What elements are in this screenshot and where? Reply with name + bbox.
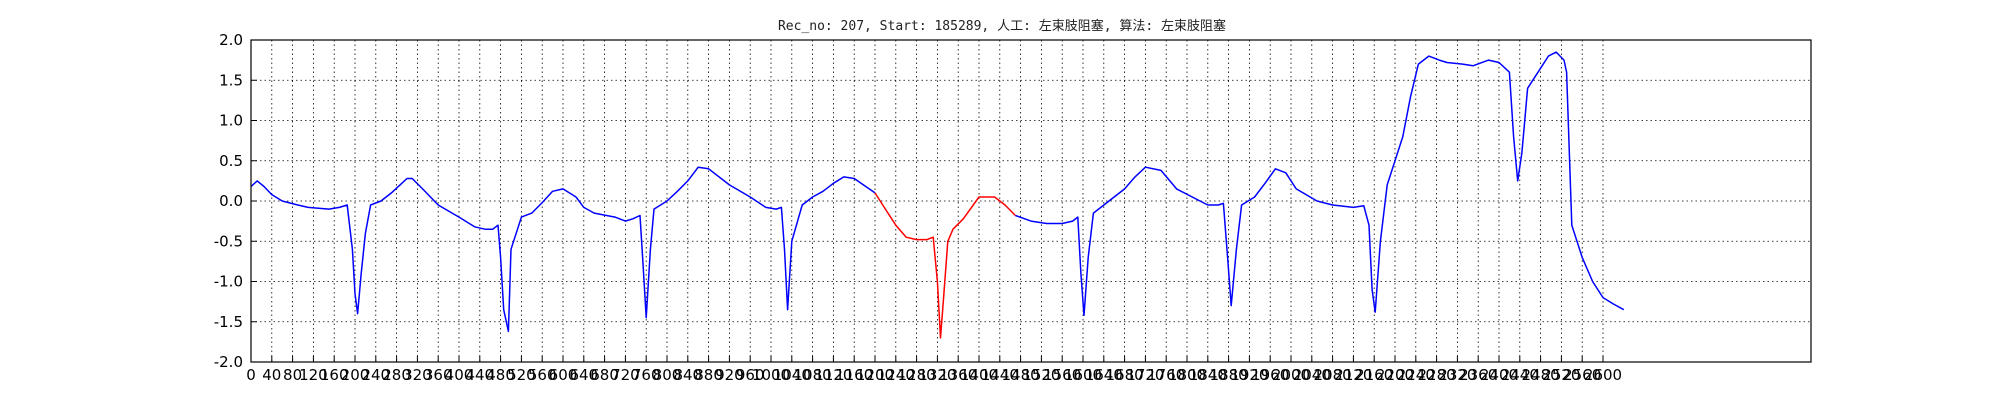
x-tick-label: 640 [569, 366, 598, 384]
y-tick-label: -0.5 [214, 232, 243, 250]
x-tick-label: 240 [361, 366, 390, 384]
x-tick-label: 2400 [1480, 366, 1518, 384]
x-tick-label: 320 [403, 366, 432, 384]
series-group [250, 51, 1625, 339]
x-tick-label: 2520 [1542, 366, 1580, 384]
y-tick-label: 1.0 [219, 112, 243, 130]
series-line-2 [1015, 51, 1625, 317]
x-tick-label: 120 [299, 366, 328, 384]
x-tick-label: 920 [715, 366, 744, 384]
y-tick-label: -2.0 [214, 353, 243, 371]
x-tick-label: 1600 [1064, 366, 1102, 384]
x-tick-label: 1000 [752, 366, 790, 384]
x-tick-label: 600 [549, 366, 578, 384]
x-tick-label: 1520 [1022, 366, 1060, 384]
x-tick-label: 1080 [794, 366, 832, 384]
x-tick-label: 2200 [1376, 366, 1414, 384]
x-tick-label: 840 [673, 366, 702, 384]
x-tick-label: 1560 [1043, 366, 1081, 384]
x-tick-label: 1360 [939, 366, 977, 384]
y-tick-label: 1.5 [219, 71, 243, 89]
x-tick-label: 1680 [1106, 366, 1144, 384]
x-tick-label: 1960 [1251, 366, 1289, 384]
y-tick-label: 0.5 [219, 152, 243, 170]
y-tick-label: -1.5 [214, 313, 243, 331]
x-tick-label: 2080 [1314, 366, 1352, 384]
x-tick-label: 2560 [1563, 366, 1601, 384]
x-tick-label: 2600 [1584, 366, 1622, 384]
x-tick-label: 1440 [981, 366, 1019, 384]
x-tick-label: 1320 [918, 366, 956, 384]
x-tick-label: 1160 [835, 366, 873, 384]
x-tick-label: 440 [465, 366, 494, 384]
x-tick-label: 1760 [1147, 366, 1185, 384]
x-tick-label: 2040 [1293, 366, 1331, 384]
x-tick-label: 2240 [1397, 366, 1435, 384]
x-tick-label: 40 [262, 366, 281, 384]
x-tick-label: 1880 [1210, 366, 1248, 384]
x-tick-label: 2360 [1459, 366, 1497, 384]
x-tick-label: 1280 [898, 366, 936, 384]
x-tick-label: 1840 [1189, 366, 1227, 384]
x-tick-label: 280 [382, 366, 411, 384]
x-tick-label: 1800 [1168, 366, 1206, 384]
x-tick-label: 760 [632, 366, 661, 384]
x-tick-label: 1480 [1002, 366, 1040, 384]
x-tick-label: 1200 [856, 366, 894, 384]
x-tick-label: 880 [694, 366, 723, 384]
x-tick-label: 2160 [1355, 366, 1393, 384]
x-tick-label: 80 [283, 366, 302, 384]
x-tick-label: 560 [528, 366, 557, 384]
x-tick-label: 360 [424, 366, 453, 384]
x-tick-label: 200 [341, 366, 370, 384]
x-tick-label: 480 [486, 366, 515, 384]
series-line-0 [250, 166, 876, 333]
x-tick-label: 1120 [814, 366, 852, 384]
x-tick-label: 720 [611, 366, 640, 384]
x-tick-label: 680 [590, 366, 619, 384]
x-tick-label: 520 [507, 366, 536, 384]
x-tick-label: 160 [320, 366, 349, 384]
y-tick-label: 0.0 [219, 192, 243, 210]
x-tick-label: 0 [246, 366, 256, 384]
x-tick-label: 1240 [877, 366, 915, 384]
x-tick-label: 2120 [1334, 366, 1372, 384]
x-tick-label: 2000 [1272, 366, 1310, 384]
chart-title: Rec_no: 207, Start: 185289, 人工: 左束肢阻塞, 算… [778, 18, 1226, 34]
x-tick-label: 1720 [1126, 366, 1164, 384]
y-tick-label: -1.0 [214, 273, 243, 291]
grid [250, 39, 1811, 363]
x-tick-label: 1400 [960, 366, 998, 384]
x-tick-label: 2440 [1501, 366, 1539, 384]
x-tick-label: 2280 [1418, 366, 1456, 384]
series-line-1 [874, 192, 1016, 339]
y-tick-label: 2.0 [219, 31, 243, 49]
y-axis: 2.0 1.5 1.0 0.5 0.0 -0.5 -1.0 -1.5 -2.0 [214, 31, 257, 371]
x-tick-label: 2320 [1438, 366, 1476, 384]
x-tick-label: 2480 [1522, 366, 1560, 384]
x-tick-label: 400 [445, 366, 474, 384]
x-axis: 0 40 8012016020024028032036040044048052056… [246, 356, 1622, 384]
x-tick-label: 800 [653, 366, 682, 384]
x-tick-label: 1640 [1085, 366, 1123, 384]
x-tick-label: 960 [736, 366, 765, 384]
x-tick-label: 1040 [773, 366, 811, 384]
x-tick-label: 1920 [1230, 366, 1268, 384]
